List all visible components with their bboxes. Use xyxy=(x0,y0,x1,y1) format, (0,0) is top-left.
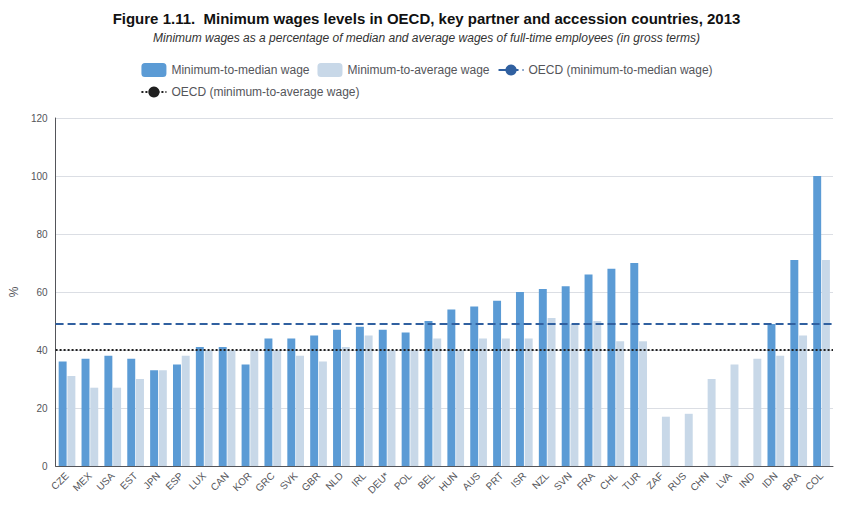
svg-text:AUS: AUS xyxy=(460,470,483,493)
svg-text:60: 60 xyxy=(36,287,48,298)
svg-text:POL: POL xyxy=(392,470,414,492)
svg-text:PRT: PRT xyxy=(484,470,506,492)
svg-text:BEL: BEL xyxy=(416,470,437,491)
svg-text:0: 0 xyxy=(42,461,48,472)
svg-text:Figure 1.11. Minimum wages le: Figure 1.11. Minimum wages levels in OEC… xyxy=(113,10,741,27)
svg-text:MEX: MEX xyxy=(71,470,94,493)
svg-text:EST: EST xyxy=(118,470,140,492)
svg-text:BRA: BRA xyxy=(780,470,803,493)
svg-text:Minimum wages as a percentage: Minimum wages as a percentage of median … xyxy=(153,31,700,45)
svg-text:CZE: CZE xyxy=(49,470,71,492)
svg-text:COL: COL xyxy=(803,470,826,493)
svg-text:CHN: CHN xyxy=(688,470,711,493)
svg-text:SVK: SVK xyxy=(278,470,300,492)
svg-text:OECD (minimum-to-average wage): OECD (minimum-to-average wage) xyxy=(171,85,359,99)
svg-text:ISR: ISR xyxy=(509,470,529,490)
svg-text:IND: IND xyxy=(737,470,757,490)
svg-text:Minimum-to-median wage: Minimum-to-median wage xyxy=(171,63,309,77)
svg-text:80: 80 xyxy=(36,229,48,240)
svg-text:TUR: TUR xyxy=(620,470,642,492)
svg-text:NLD: NLD xyxy=(323,470,345,492)
svg-text:120: 120 xyxy=(31,113,48,124)
svg-text:RUS: RUS xyxy=(666,470,689,493)
svg-text:GBR: GBR xyxy=(299,470,322,493)
svg-text:LUX: LUX xyxy=(187,470,209,492)
svg-text:HUN: HUN xyxy=(437,470,460,493)
svg-text:ZAF: ZAF xyxy=(644,470,665,491)
svg-text:FRA: FRA xyxy=(575,470,597,492)
svg-text:Minimum-to-average wage: Minimum-to-average wage xyxy=(347,63,489,77)
svg-text:SVN: SVN xyxy=(552,470,574,492)
svg-text:IRL: IRL xyxy=(349,470,368,489)
svg-text:100: 100 xyxy=(31,171,48,182)
svg-text:20: 20 xyxy=(36,403,48,414)
svg-text:40: 40 xyxy=(36,345,48,356)
svg-text:DEU*: DEU* xyxy=(366,470,392,496)
svg-text:USA: USA xyxy=(94,470,117,493)
svg-text:ESP: ESP xyxy=(163,470,185,492)
svg-text:GRC: GRC xyxy=(253,470,276,493)
svg-text:IDN: IDN xyxy=(760,470,780,490)
svg-text:LVA: LVA xyxy=(714,470,734,490)
svg-text:CHL: CHL xyxy=(598,470,620,492)
svg-text:OECD (minimum-to-median wage): OECD (minimum-to-median wage) xyxy=(529,63,713,77)
svg-text:CAN: CAN xyxy=(208,470,231,493)
svg-text:NZL: NZL xyxy=(530,470,551,491)
svg-text:%: % xyxy=(7,286,21,297)
svg-text:JPN: JPN xyxy=(141,470,162,491)
svg-text:KOR: KOR xyxy=(231,470,254,493)
